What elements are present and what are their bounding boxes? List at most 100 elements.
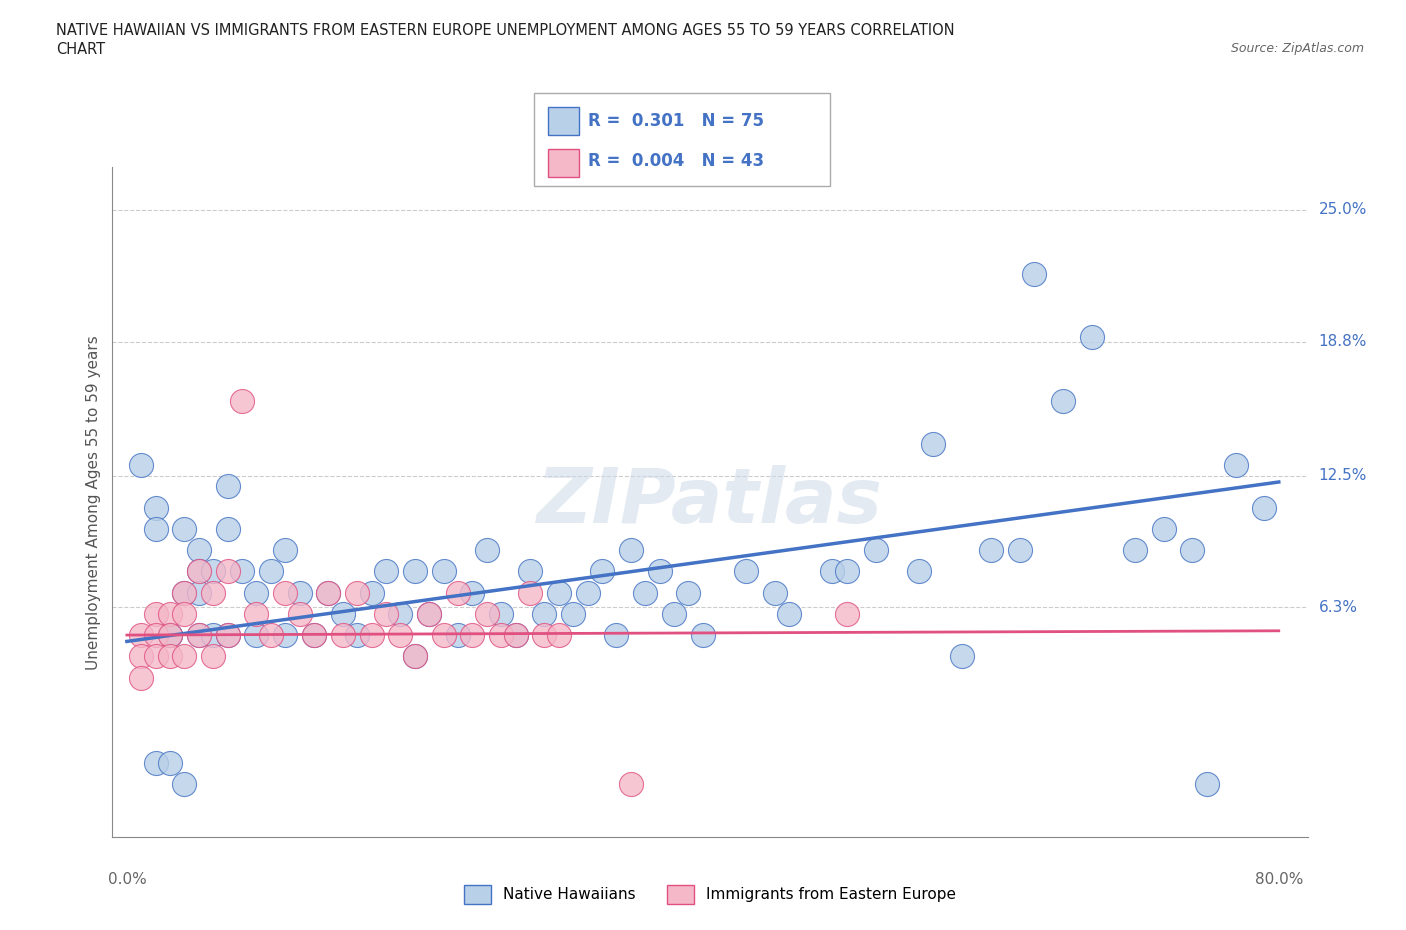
Point — [475, 542, 498, 557]
Point — [217, 564, 239, 578]
Point — [562, 606, 585, 621]
Point — [145, 649, 167, 664]
Point — [491, 606, 513, 621]
Point — [404, 649, 426, 664]
Text: 6.3%: 6.3% — [1319, 600, 1358, 615]
Point — [159, 628, 181, 643]
Point — [202, 585, 225, 600]
Point — [433, 628, 456, 643]
Point — [260, 628, 283, 643]
Point — [1195, 777, 1218, 791]
Text: 18.8%: 18.8% — [1319, 334, 1367, 349]
Point — [1253, 500, 1275, 515]
Point — [274, 585, 297, 600]
Point — [145, 606, 167, 621]
Y-axis label: Unemployment Among Ages 55 to 59 years: Unemployment Among Ages 55 to 59 years — [86, 335, 101, 670]
Point — [835, 606, 858, 621]
Point — [159, 606, 181, 621]
Text: 25.0%: 25.0% — [1319, 203, 1367, 218]
Point — [1022, 266, 1045, 281]
Point — [173, 606, 195, 621]
Point — [475, 606, 498, 621]
Point — [447, 628, 470, 643]
Point — [302, 628, 325, 643]
Point — [173, 649, 195, 664]
Point — [187, 542, 209, 557]
Point — [620, 777, 643, 791]
Point — [159, 755, 181, 770]
Point — [129, 649, 152, 664]
Point — [418, 606, 440, 621]
Point — [389, 628, 412, 643]
Point — [907, 564, 929, 578]
Point — [1153, 522, 1175, 537]
Point — [129, 671, 152, 685]
Point — [461, 585, 484, 600]
Point — [318, 585, 340, 600]
Point — [1225, 458, 1247, 472]
Point — [245, 606, 267, 621]
Point — [217, 479, 239, 494]
Point — [129, 628, 152, 643]
Text: NATIVE HAWAIIAN VS IMMIGRANTS FROM EASTERN EUROPE UNEMPLOYMENT AMONG AGES 55 TO : NATIVE HAWAIIAN VS IMMIGRANTS FROM EASTE… — [56, 23, 955, 38]
Point — [505, 628, 527, 643]
Point — [288, 585, 311, 600]
Text: 12.5%: 12.5% — [1319, 468, 1367, 483]
Point — [159, 628, 181, 643]
Point — [922, 436, 945, 451]
Point — [433, 564, 456, 578]
Point — [332, 606, 354, 621]
Point — [533, 606, 555, 621]
Text: R =  0.301   N = 75: R = 0.301 N = 75 — [588, 112, 763, 130]
Point — [173, 777, 195, 791]
Point — [547, 628, 569, 643]
Point — [187, 564, 209, 578]
Point — [159, 649, 181, 664]
Point — [217, 522, 239, 537]
Text: CHART: CHART — [56, 42, 105, 57]
Point — [835, 564, 858, 578]
Point — [360, 628, 382, 643]
Point — [288, 606, 311, 621]
Text: R =  0.004   N = 43: R = 0.004 N = 43 — [588, 152, 763, 170]
Point — [187, 628, 209, 643]
Point — [404, 564, 426, 578]
Point — [346, 628, 368, 643]
Point — [865, 542, 887, 557]
Point — [778, 606, 800, 621]
Point — [360, 585, 382, 600]
Point — [389, 606, 412, 621]
Point — [634, 585, 657, 600]
Point — [332, 628, 354, 643]
Text: Source: ZipAtlas.com: Source: ZipAtlas.com — [1230, 42, 1364, 55]
Point — [678, 585, 700, 600]
Point — [245, 628, 267, 643]
Point — [202, 649, 225, 664]
Point — [1008, 542, 1031, 557]
Point — [533, 628, 555, 643]
Point — [576, 585, 599, 600]
Point — [1181, 542, 1204, 557]
Point — [187, 585, 209, 600]
Point — [620, 542, 643, 557]
Point — [404, 649, 426, 664]
Point — [274, 628, 297, 643]
Point — [418, 606, 440, 621]
Point — [447, 585, 470, 600]
Point — [763, 585, 786, 600]
Point — [346, 585, 368, 600]
Point — [231, 393, 253, 408]
Point — [173, 585, 195, 600]
Point — [648, 564, 671, 578]
Point — [375, 564, 398, 578]
Point — [129, 458, 152, 472]
Point — [821, 564, 844, 578]
Point — [735, 564, 758, 578]
Text: 80.0%: 80.0% — [1254, 872, 1303, 887]
Point — [605, 628, 627, 643]
Point — [692, 628, 714, 643]
Point — [274, 542, 297, 557]
Point — [519, 564, 541, 578]
Point — [202, 628, 225, 643]
Point — [145, 500, 167, 515]
